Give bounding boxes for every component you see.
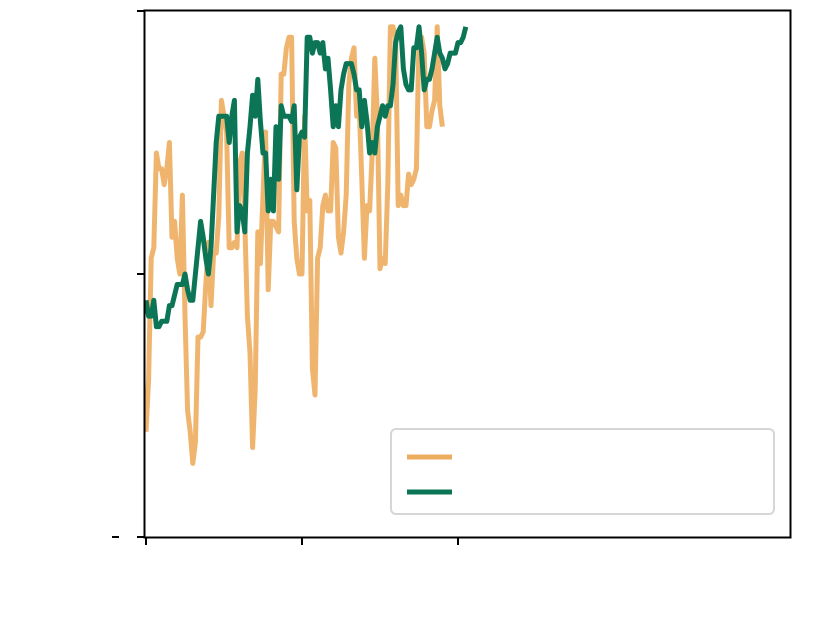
- series-2-line: [143, 24, 469, 330]
- legend-box: [390, 428, 775, 515]
- series-layer: [143, 24, 469, 466]
- legend: [390, 428, 775, 515]
- tick-layer: [112, 10, 459, 545]
- series-1-line: [143, 24, 445, 466]
- legend-entries: [407, 454, 452, 495]
